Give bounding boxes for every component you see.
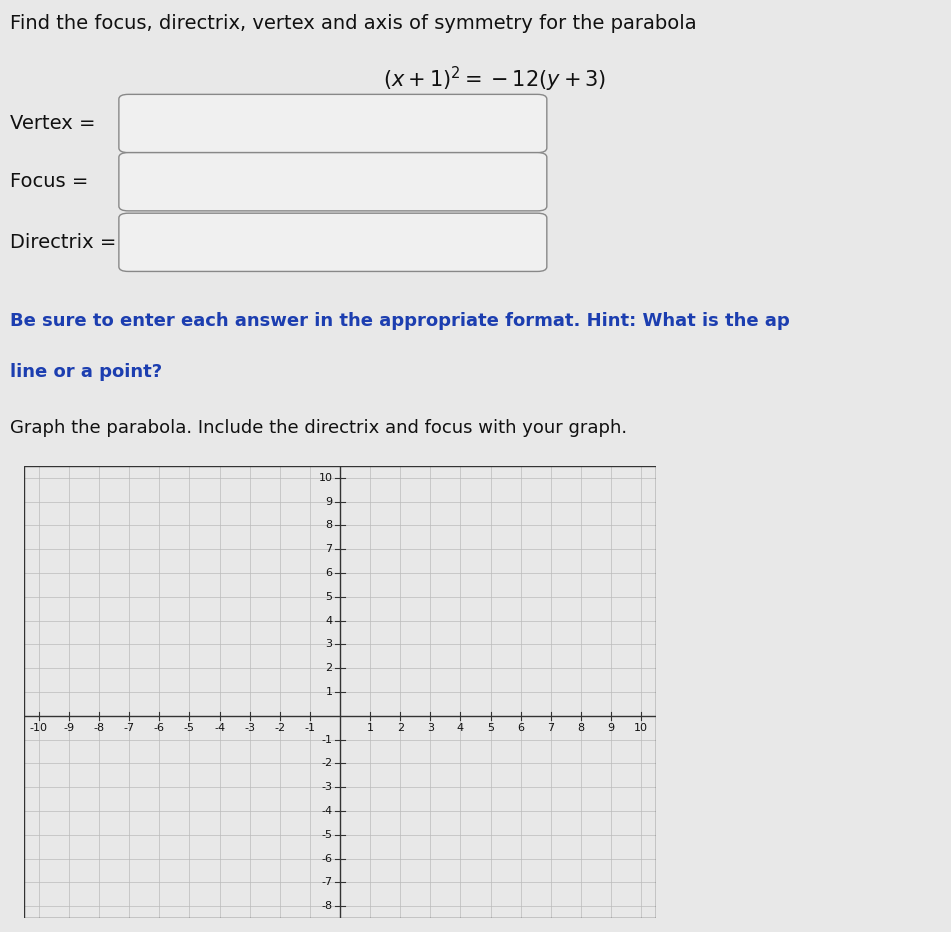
- Text: 2: 2: [325, 664, 333, 673]
- Text: 3: 3: [325, 639, 333, 650]
- Text: 8: 8: [577, 723, 585, 733]
- Text: 5: 5: [325, 592, 333, 602]
- Text: -8: -8: [321, 901, 333, 911]
- Text: 2: 2: [397, 723, 404, 733]
- Text: 5: 5: [487, 723, 495, 733]
- Text: Graph the parabola. Include the directrix and focus with your graph.: Graph the parabola. Include the directri…: [10, 419, 627, 437]
- Text: -2: -2: [321, 759, 333, 768]
- Text: -4: -4: [214, 723, 225, 733]
- Text: -3: -3: [321, 782, 333, 792]
- Text: 7: 7: [547, 723, 554, 733]
- Text: 9: 9: [608, 723, 614, 733]
- Text: -6: -6: [154, 723, 165, 733]
- Text: 4: 4: [456, 723, 464, 733]
- Text: $(x + 1)^{2} = -12(y + 3)$: $(x + 1)^{2} = -12(y + 3)$: [383, 65, 606, 94]
- Text: 6: 6: [325, 569, 333, 578]
- Text: 1: 1: [325, 687, 333, 697]
- FancyBboxPatch shape: [119, 153, 547, 211]
- Text: 4: 4: [325, 616, 333, 625]
- Text: 3: 3: [427, 723, 434, 733]
- Text: -10: -10: [29, 723, 48, 733]
- Text: -2: -2: [274, 723, 285, 733]
- Text: Vertex =: Vertex =: [10, 114, 95, 133]
- Text: 10: 10: [319, 473, 333, 483]
- Text: 9: 9: [325, 497, 333, 507]
- Text: -1: -1: [304, 723, 316, 733]
- Text: -3: -3: [244, 723, 255, 733]
- Text: Be sure to enter each answer in the appropriate format. Hint: What is the ap: Be sure to enter each answer in the appr…: [10, 312, 789, 330]
- Text: -7: -7: [124, 723, 135, 733]
- FancyBboxPatch shape: [119, 94, 547, 153]
- Text: 8: 8: [325, 520, 333, 530]
- Text: -9: -9: [64, 723, 74, 733]
- Text: 6: 6: [517, 723, 524, 733]
- FancyBboxPatch shape: [119, 213, 547, 271]
- Text: 7: 7: [325, 544, 333, 555]
- Text: Focus =: Focus =: [10, 172, 87, 191]
- Text: 1: 1: [366, 723, 374, 733]
- Text: -4: -4: [321, 806, 333, 816]
- Text: -6: -6: [321, 854, 333, 864]
- Text: 10: 10: [634, 723, 649, 733]
- Text: line or a point?: line or a point?: [10, 363, 162, 381]
- Text: -1: -1: [321, 734, 333, 745]
- Text: -7: -7: [321, 877, 333, 887]
- Text: -5: -5: [184, 723, 195, 733]
- Text: -8: -8: [93, 723, 105, 733]
- Text: Directrix =: Directrix =: [10, 233, 116, 252]
- Text: Find the focus, directrix, vertex and axis of symmetry for the parabola: Find the focus, directrix, vertex and ax…: [10, 14, 696, 33]
- Text: -5: -5: [321, 829, 333, 840]
